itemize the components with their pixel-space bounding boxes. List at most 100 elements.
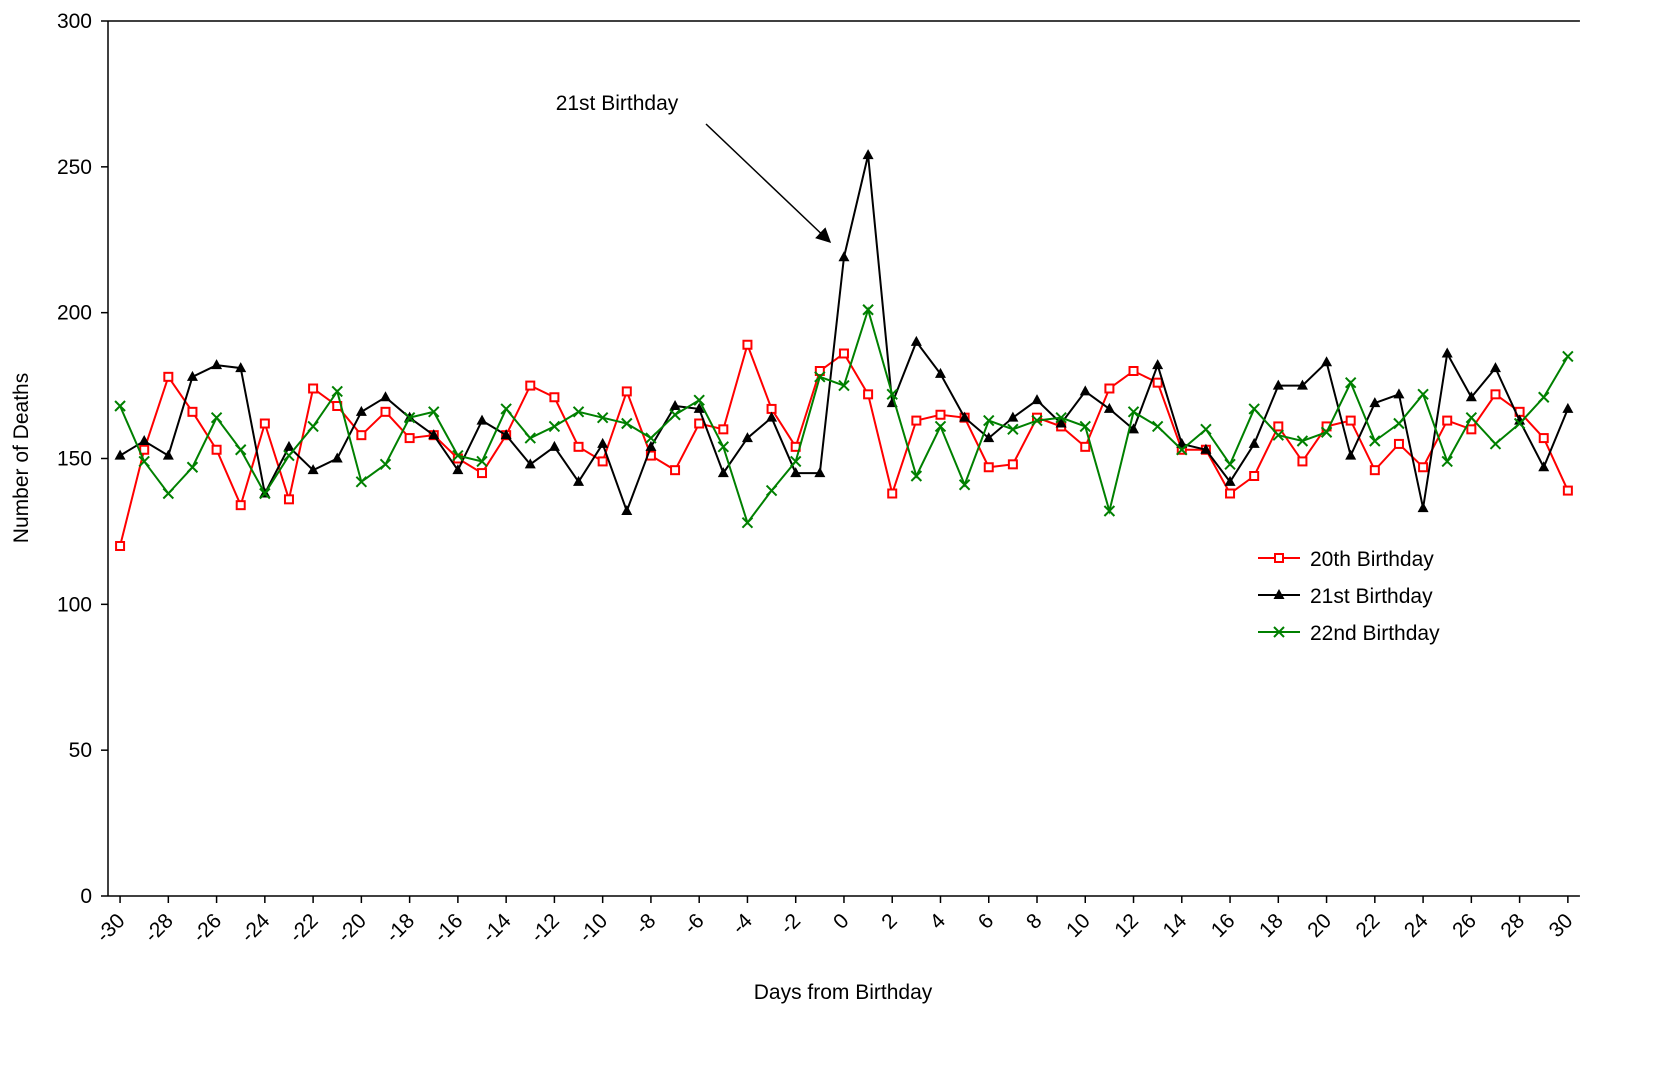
marker bbox=[524, 458, 536, 469]
x-tick-label: -12 bbox=[526, 909, 564, 947]
y-tick-label: 50 bbox=[69, 739, 92, 762]
marker bbox=[717, 467, 729, 478]
x-tick-label: -4 bbox=[728, 909, 758, 939]
marker bbox=[138, 455, 150, 468]
marker bbox=[1320, 426, 1333, 438]
marker bbox=[138, 435, 150, 445]
x-tick-label: 4 bbox=[925, 909, 950, 934]
marker bbox=[597, 437, 609, 448]
marker bbox=[645, 432, 657, 444]
marker bbox=[1489, 438, 1502, 450]
marker bbox=[1345, 449, 1357, 460]
marker bbox=[621, 417, 633, 430]
marker bbox=[1296, 435, 1309, 447]
marker bbox=[307, 420, 319, 433]
marker bbox=[1417, 388, 1429, 401]
marker bbox=[235, 500, 246, 511]
marker bbox=[1442, 415, 1453, 426]
marker bbox=[162, 487, 175, 500]
marker bbox=[1465, 411, 1478, 424]
marker bbox=[186, 370, 198, 381]
marker bbox=[621, 386, 632, 397]
marker bbox=[259, 418, 270, 429]
marker bbox=[500, 429, 512, 440]
x-tick-label: -16 bbox=[430, 909, 468, 947]
marker bbox=[1128, 423, 1140, 434]
marker bbox=[1273, 421, 1284, 432]
marker bbox=[886, 388, 898, 401]
legend-label: 21st Birthday bbox=[1310, 585, 1433, 608]
marker bbox=[1200, 443, 1212, 454]
marker bbox=[1103, 505, 1116, 517]
marker bbox=[1224, 458, 1236, 471]
marker bbox=[934, 367, 946, 378]
x-tick-label: 30 bbox=[1545, 909, 1578, 942]
marker bbox=[1369, 465, 1380, 476]
marker bbox=[452, 449, 464, 462]
x-tick-label: 14 bbox=[1159, 909, 1192, 942]
x-tick-label: 16 bbox=[1207, 909, 1240, 942]
marker bbox=[863, 389, 874, 400]
x-tick-label: -14 bbox=[478, 909, 516, 947]
x-tick-label: -2 bbox=[776, 909, 805, 938]
y-tick-label: 300 bbox=[57, 10, 92, 33]
marker bbox=[887, 488, 898, 499]
marker bbox=[1513, 417, 1526, 430]
marker bbox=[307, 464, 319, 475]
marker bbox=[597, 456, 608, 467]
marker bbox=[693, 402, 705, 413]
x-tick-label: 20 bbox=[1303, 909, 1336, 942]
marker bbox=[766, 411, 778, 422]
marker bbox=[379, 391, 391, 402]
x-tick-label: 0 bbox=[829, 909, 854, 934]
marker bbox=[524, 432, 536, 444]
marker bbox=[862, 304, 874, 316]
marker bbox=[548, 420, 561, 433]
marker bbox=[1080, 441, 1091, 452]
marker bbox=[452, 464, 464, 475]
marker bbox=[1272, 379, 1284, 390]
y-tick-label: 0 bbox=[80, 885, 92, 908]
marker bbox=[741, 432, 753, 443]
marker bbox=[694, 418, 705, 429]
marker bbox=[259, 487, 271, 500]
marker bbox=[1490, 389, 1501, 400]
x-tick-label: 2 bbox=[877, 909, 902, 934]
marker bbox=[669, 400, 681, 410]
marker bbox=[1296, 379, 1308, 390]
x-tick-label: -6 bbox=[679, 909, 708, 938]
marker bbox=[1393, 417, 1405, 430]
marker bbox=[814, 366, 825, 376]
marker bbox=[1417, 502, 1429, 513]
y-tick-label: 200 bbox=[57, 302, 92, 325]
marker bbox=[1007, 411, 1019, 422]
marker bbox=[742, 339, 753, 350]
x-tick-label: -18 bbox=[381, 909, 419, 947]
marker bbox=[789, 455, 802, 468]
legend-label: 22nd Birthday bbox=[1310, 622, 1440, 645]
marker bbox=[1079, 385, 1091, 396]
marker bbox=[1538, 433, 1549, 444]
legend-label: 20th Birthday bbox=[1310, 548, 1434, 571]
marker bbox=[476, 414, 488, 425]
marker bbox=[355, 476, 368, 488]
marker bbox=[1418, 462, 1429, 473]
marker bbox=[428, 406, 440, 418]
marker bbox=[1104, 383, 1115, 394]
marker bbox=[1224, 475, 1236, 486]
x-tick-label: -8 bbox=[631, 909, 660, 938]
x-tick-label: 10 bbox=[1062, 909, 1095, 942]
marker bbox=[1176, 437, 1188, 448]
marker bbox=[983, 462, 994, 473]
marker bbox=[163, 371, 174, 382]
marker bbox=[331, 385, 343, 398]
marker bbox=[1151, 420, 1164, 433]
marker bbox=[477, 468, 488, 479]
marker bbox=[500, 403, 512, 415]
marker bbox=[404, 433, 415, 444]
x-tick-label: -24 bbox=[237, 909, 275, 947]
marker bbox=[308, 383, 319, 394]
marker bbox=[1127, 406, 1140, 418]
marker bbox=[1272, 429, 1285, 441]
